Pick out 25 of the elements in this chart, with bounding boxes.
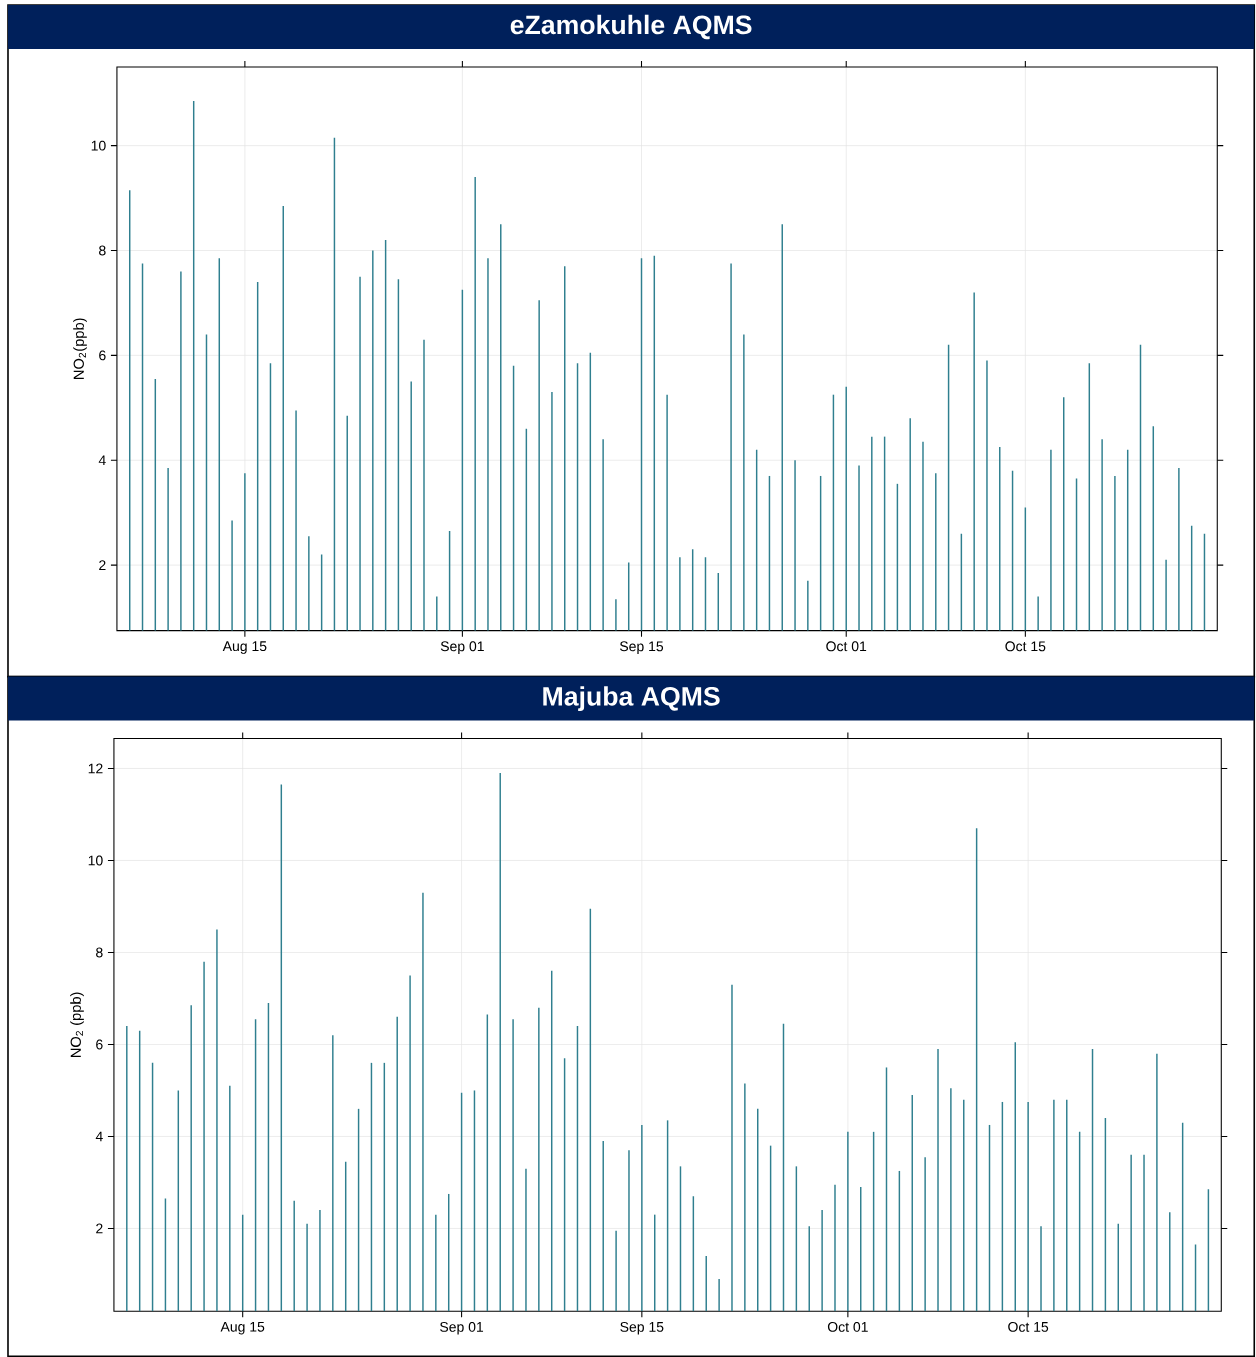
x-tick-label: Aug 15 <box>222 641 267 654</box>
x-tick-label: Oct 15 <box>1008 1321 1049 1332</box>
chart-title: Majuba AQMS <box>543 686 720 712</box>
x-tick-label: Oct 01 <box>827 1321 868 1332</box>
y-tick-label: 6 <box>99 350 106 361</box>
y-tick-label: 10 <box>91 140 106 151</box>
x-tick-label: Sep 15 <box>619 641 663 655</box>
y-axis-title: NO$_{2}$ (ppb) <box>70 992 84 1058</box>
y-tick-label: 2 <box>96 1223 103 1234</box>
x-tick-label: Oct 15 <box>1005 641 1046 652</box>
y-tick-label: 8 <box>98 245 106 256</box>
y-axis-title: NO$_{2}$(ppb) <box>73 318 87 379</box>
x-tick-label: Sep 15 <box>620 1321 664 1335</box>
y-tick-label: 12 <box>88 763 103 774</box>
y-tick-label: 8 <box>95 947 103 958</box>
x-tick-label: Sep 01 <box>440 641 484 655</box>
x-tick-label: Oct 01 <box>826 641 866 652</box>
y-tick-label: 6 <box>96 1039 103 1050</box>
y-tick-label: 4 <box>95 1131 103 1142</box>
x-tick-label: Sep 01 <box>439 1321 483 1335</box>
y-tick-label: 2 <box>99 560 106 570</box>
x-tick-label: Aug 15 <box>220 1321 265 1335</box>
y-tick-label: 10 <box>88 855 103 866</box>
y-tick-label: 4 <box>98 455 106 466</box>
chart-title: eZamokuhle AQMS <box>510 14 752 40</box>
